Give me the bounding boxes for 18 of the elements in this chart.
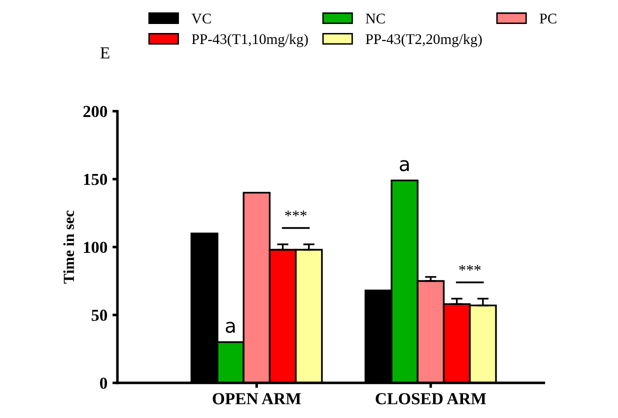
annotation: a	[226, 322, 235, 333]
y-tick-label: 100	[84, 242, 108, 253]
legend-label: NC	[366, 14, 385, 24]
x-tick-label: CLOSED ARM	[376, 393, 486, 404]
y-axis-title: Time in sec	[63, 210, 74, 284]
annotation: a	[400, 160, 409, 172]
legend-label: PC	[540, 14, 556, 24]
text: E	[100, 47, 110, 58]
x-tick-label: OPEN ARM	[212, 393, 301, 404]
annotation: ***	[285, 210, 307, 216]
annotation: ***	[459, 265, 481, 271]
y-tick-label: 200	[83, 106, 108, 118]
y-tick-label: 50	[92, 310, 108, 321]
y-tick-label: 150	[84, 174, 108, 186]
legend-label: VC	[192, 14, 211, 24]
legend-label: PP-43(T1,10mg/kg)	[192, 34, 308, 48]
legend-label: PP-43(T2,20mg/kg)	[366, 34, 482, 48]
y-tick-label: 0	[100, 378, 108, 389]
